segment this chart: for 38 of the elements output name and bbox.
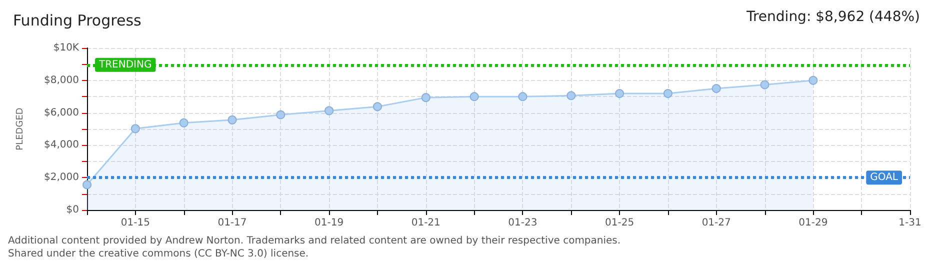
x-tick-label: 01-25 bbox=[605, 218, 634, 228]
point bbox=[324, 106, 334, 116]
y-tick-label: $0 bbox=[66, 204, 79, 216]
ref-line-label: TRENDING bbox=[98, 59, 152, 70]
point bbox=[712, 84, 721, 93]
x-tick-label: 01-23 bbox=[508, 218, 538, 228]
point bbox=[518, 92, 528, 102]
x-tick-label: 01-17 bbox=[218, 218, 247, 228]
point bbox=[421, 93, 430, 102]
y-tick-label: $6,000 bbox=[44, 107, 79, 118]
point bbox=[130, 124, 140, 134]
point bbox=[470, 92, 479, 102]
x-tick-label: 1-31 bbox=[898, 218, 922, 228]
y-tick-label: $10K bbox=[53, 42, 80, 54]
chart-title: Funding Progress bbox=[13, 12, 142, 30]
y-tick-label: $8,000 bbox=[44, 74, 79, 86]
x-tick-label: 01-27 bbox=[702, 218, 731, 228]
point bbox=[566, 91, 576, 100]
y-axis-title: PLEDGED bbox=[16, 108, 26, 150]
x-tick-label: 01-21 bbox=[411, 218, 440, 228]
text: Shared under the creative commons (CC BY-NC 3.0) license. bbox=[8, 248, 309, 260]
point bbox=[760, 80, 770, 90]
point bbox=[82, 180, 92, 190]
text: Trending: $8,962 (448%) bbox=[745, 9, 920, 25]
point bbox=[179, 118, 188, 128]
ref-line-label: GOAL bbox=[870, 172, 898, 184]
x-tick-label: 01-29 bbox=[798, 218, 828, 228]
y-tick-label: $2,000 bbox=[44, 172, 79, 184]
y-tick-label: $4,000 bbox=[44, 140, 79, 151]
x-tick-label: 01-15 bbox=[120, 218, 150, 228]
point bbox=[372, 102, 382, 112]
text: Additional content provided by Andrew Norton. Trademarks and related content are owned by their respective companies. bbox=[8, 236, 621, 246]
point bbox=[615, 89, 624, 98]
point bbox=[228, 115, 237, 124]
point bbox=[663, 89, 672, 98]
point bbox=[808, 76, 818, 85]
point bbox=[276, 110, 286, 120]
x-tick-label: 01-19 bbox=[314, 218, 344, 228]
